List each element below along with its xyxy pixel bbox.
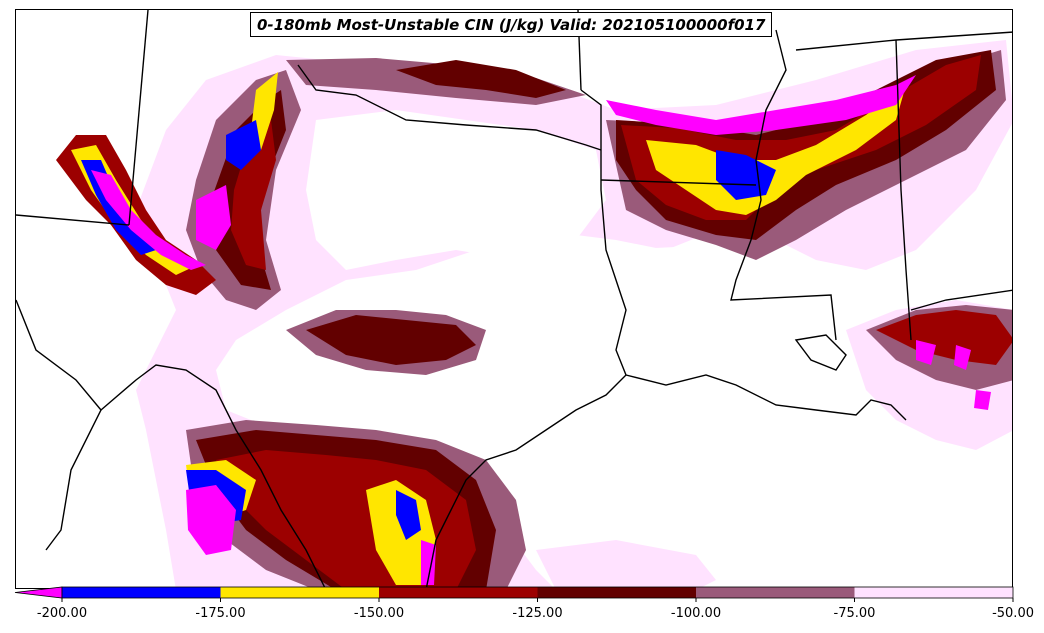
field-magenta-south bbox=[186, 485, 236, 555]
colorbar-bin-4 bbox=[696, 587, 855, 598]
field-blue-ne bbox=[716, 150, 776, 200]
colorbar-tick-label: -150.00 bbox=[354, 606, 404, 621]
colorbar-tick-label: -100.00 bbox=[671, 606, 721, 621]
border-nm-co-line bbox=[128, 10, 149, 226]
field-blue-west bbox=[226, 120, 261, 170]
colorbar-bin-2 bbox=[379, 587, 538, 598]
colorbar-bin-0 bbox=[62, 587, 221, 598]
colorbar-extend-min bbox=[14, 586, 63, 599]
boundaries bbox=[16, 10, 1012, 588]
cin-map bbox=[16, 10, 1012, 588]
field-clear-east bbox=[536, 245, 846, 440]
field-yellow-ne bbox=[646, 85, 906, 215]
colorbar-tick-label: -50.00 bbox=[992, 606, 1034, 621]
field-blue-coast bbox=[396, 490, 421, 540]
colorbar-bin-3 bbox=[537, 587, 696, 598]
field-red-west bbox=[231, 120, 276, 270]
coast-louisiana-bays bbox=[794, 334, 847, 371]
border-mississippi bbox=[730, 29, 837, 341]
border-ar-north bbox=[580, 89, 602, 190]
field-magenta-nw bbox=[91, 170, 206, 270]
border-ms-al bbox=[895, 39, 912, 341]
border-ar-south bbox=[600, 179, 757, 186]
border-sabine bbox=[600, 189, 627, 376]
field-magenta-se bbox=[916, 340, 991, 410]
border-nw-mexico-line bbox=[16, 299, 102, 551]
map-panel bbox=[15, 9, 1013, 589]
colorbar-tick-label: -75.00 bbox=[834, 606, 876, 621]
field-yellow-coast bbox=[366, 480, 436, 585]
coast-texas bbox=[425, 374, 627, 588]
field-darkred-north bbox=[396, 60, 566, 98]
field-clear-central bbox=[306, 110, 606, 270]
border-texas-north bbox=[297, 64, 602, 151]
field-magenta-coast bbox=[421, 540, 436, 585]
border-rio-grande bbox=[100, 364, 326, 588]
colorbar-bin-1 bbox=[220, 587, 379, 598]
field-lightpink-south bbox=[536, 540, 716, 588]
coast-gulf bbox=[625, 374, 907, 421]
field-magenta-west bbox=[196, 185, 231, 250]
border-az-nm-line bbox=[16, 214, 130, 226]
field-magenta-ne bbox=[606, 75, 916, 135]
border-tn-north bbox=[795, 31, 1012, 51]
colorbar: -200.00 -175.00 -150.00 -125.00 -100.00 -75.0… bbox=[14, 586, 1034, 621]
field-darkred-central bbox=[306, 315, 476, 365]
border-al-ga-fl bbox=[910, 289, 1012, 311]
colorbar-tick-label: -125.00 bbox=[512, 606, 562, 621]
map-title: 0-180mb Most-Unstable CIN (J/kg) Valid: … bbox=[250, 12, 773, 37]
colorbar-bin-5 bbox=[854, 587, 1013, 598]
colorbar-tick-label: -200.00 bbox=[37, 606, 87, 621]
colorbar-tick-label: -175.00 bbox=[195, 606, 245, 621]
